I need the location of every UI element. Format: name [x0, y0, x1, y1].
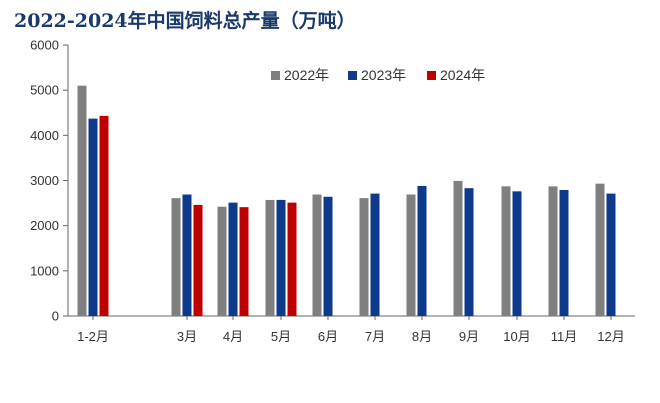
- bar-2023年-11月: [559, 189, 569, 316]
- bar-2022年-3月: [171, 198, 181, 316]
- bar-2023年-12月: [606, 193, 616, 316]
- x-tick-label: 5月: [271, 329, 291, 344]
- bar-2023年-6月: [323, 196, 333, 316]
- bar-2022年-11月: [548, 186, 558, 316]
- y-tick-label: 0: [52, 309, 59, 324]
- x-tick-label: 8月: [412, 329, 432, 344]
- x-tick-label: 4月: [223, 329, 243, 344]
- x-tick-label: 9月: [459, 329, 479, 344]
- y-tick-label: 3000: [30, 173, 59, 188]
- bar-2023年-3月: [182, 194, 192, 316]
- bar-2023年-9月: [464, 188, 474, 316]
- legend-label-2023年: 2023年: [361, 67, 406, 83]
- bar-2024年-1-2月: [99, 115, 109, 316]
- bar-2022年-10月: [501, 186, 511, 316]
- legend-swatch-2024年: [427, 71, 436, 80]
- y-tick-label: 4000: [30, 128, 59, 143]
- bar-2022年-8月: [406, 194, 416, 316]
- bar-2023年-4月: [228, 202, 238, 316]
- legend-label-2024年: 2024年: [440, 67, 485, 83]
- x-tick-label: 11月: [551, 329, 578, 344]
- y-tick-label: 6000: [30, 38, 59, 53]
- y-tick-label: 5000: [30, 83, 59, 98]
- x-tick-label: 3月: [177, 329, 197, 344]
- bar-2022年-6月: [312, 194, 322, 316]
- bar-2024年-3月: [193, 204, 203, 316]
- legend-swatch-2022年: [271, 71, 280, 80]
- chart-title: 2022-2024年中国饲料总产量（万吨）: [14, 10, 356, 32]
- x-tick-label: 6月: [318, 329, 338, 344]
- x-tick-label: 7月: [365, 329, 385, 344]
- legend-label-2022年: 2022年: [284, 67, 329, 83]
- y-tick-label: 1000: [30, 263, 59, 278]
- y-tick-label: 2000: [30, 218, 59, 233]
- x-tick-label: 12月: [597, 329, 624, 344]
- bar-2022年-4月: [217, 206, 227, 316]
- bar-2024年-4月: [239, 207, 249, 316]
- bar-2022年-1-2月: [77, 85, 87, 317]
- x-tick-label: 1-2月: [77, 329, 109, 344]
- x-tick-label: 10月: [503, 329, 530, 344]
- bar-2024年-5月: [287, 202, 297, 316]
- bar-2022年-9月: [453, 180, 463, 316]
- bar-2022年-5月: [265, 199, 275, 316]
- bar-2023年-8月: [417, 185, 427, 316]
- legend-swatch-2023年: [348, 71, 357, 80]
- bar-2023年-7月: [370, 193, 380, 316]
- bar-2023年-5月: [276, 199, 286, 316]
- bar-2023年-10月: [512, 191, 522, 316]
- bar-2023年-1-2月: [88, 118, 98, 316]
- bar-2022年-12月: [595, 183, 605, 316]
- bar-2022年-7月: [359, 198, 369, 316]
